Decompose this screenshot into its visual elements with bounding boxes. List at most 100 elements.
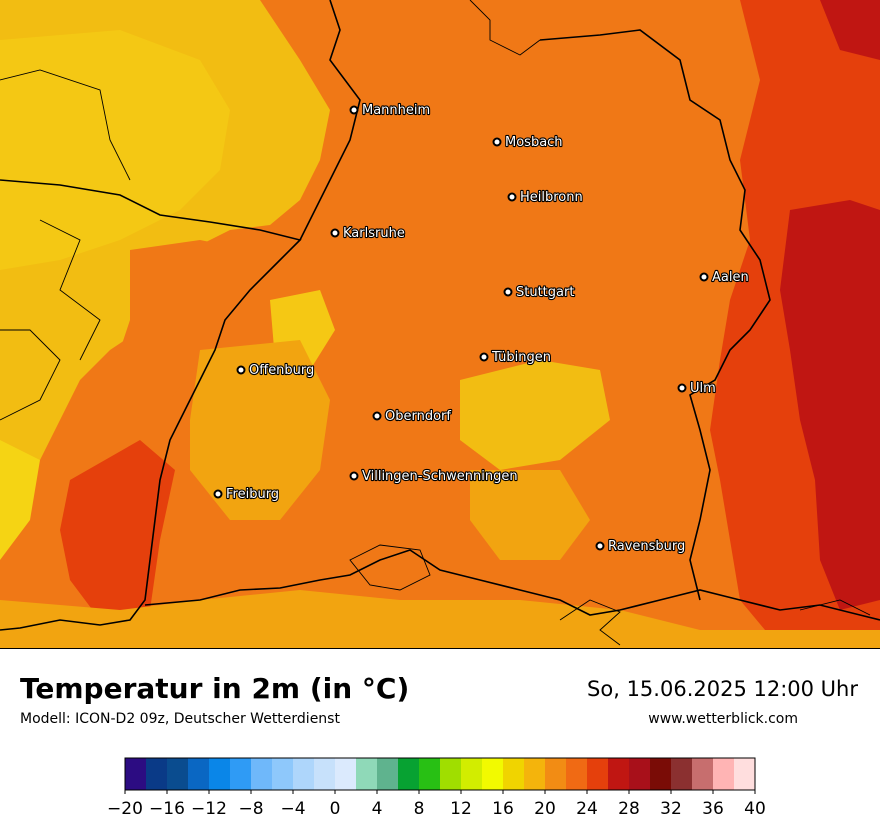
city-dot [503, 287, 513, 297]
legend-color-box [482, 758, 504, 790]
color-scale-legend: −20 −16 −12 −8 −4 0 4 8 12 16 20 24 28 32 36 40 [107, 757, 766, 819]
city-label: Oberndorf [385, 409, 451, 424]
legend-tick-label: −8 [238, 799, 263, 819]
city-dot [349, 105, 359, 115]
internal-border [0, 69, 131, 181]
map-canvas: Mannheim Mosbach Heilbronn Karlsruhe Aalen St… [0, 0, 880, 648]
city-dot [372, 411, 382, 421]
legend-color-box [566, 758, 588, 790]
city-label: Ulm [690, 381, 716, 396]
map-title: Temperatur in 2m (in °C) [20, 672, 410, 705]
website-link[interactable]: www.wetterblick.com [648, 711, 798, 727]
legend-tick-label: −4 [280, 799, 305, 819]
state-border-north [299, 0, 361, 241]
legend-tick-label: 20 [534, 799, 556, 819]
legend-color-box [335, 758, 357, 790]
legend-color-box [230, 758, 252, 790]
legend-tick-label: 28 [618, 799, 640, 819]
legend-color-box [608, 758, 630, 790]
temperature-map: Mannheim Mosbach Heilbronn Karlsruhe Aalen St… [0, 0, 880, 649]
legend-color-box [671, 758, 693, 790]
city-label: Mannheim [362, 103, 430, 118]
city-dot [492, 137, 502, 147]
cool-region-southwest [0, 440, 40, 560]
internal-border [349, 544, 431, 591]
cool-patch-alb [460, 360, 610, 470]
legend-color-box [272, 758, 294, 790]
city-dot [595, 541, 605, 551]
internal-border [39, 219, 101, 361]
city-label: Tübingen [491, 350, 551, 365]
legend-tick-label: −12 [191, 799, 227, 819]
legend-color-box [440, 758, 462, 790]
legend-tick-label: 12 [450, 799, 472, 819]
city-dot [699, 272, 709, 282]
legend-color-box [503, 758, 525, 790]
legend-tick-label: −16 [149, 799, 185, 819]
legend-color-box [293, 758, 315, 790]
hot-region-northeast [820, 0, 880, 60]
city-label: Karlsruhe [343, 226, 405, 241]
city-label: Villingen-Schwenningen [362, 469, 518, 484]
warm-region-south [0, 590, 880, 648]
legend-color-box [146, 758, 168, 790]
internal-border [799, 599, 871, 616]
city-dot [213, 489, 223, 499]
hot-region-east [780, 200, 880, 610]
legend-color-box [545, 758, 567, 790]
country-border [0, 179, 302, 631]
legend-tick-label: 40 [744, 799, 766, 819]
internal-border [0, 329, 61, 421]
cool-patch-east [470, 470, 590, 560]
city-dot [677, 383, 687, 393]
legend-tick-label: 36 [702, 799, 724, 819]
city-dot [330, 228, 340, 238]
city-markers: Mannheim Mosbach Heilbronn Karlsruhe Aalen St… [213, 102, 750, 555]
legend-color-box [314, 758, 336, 790]
forecast-datetime: So, 15.06.2025 12:00 Uhr [587, 677, 858, 701]
city-dot [507, 192, 517, 202]
legend-color-box [587, 758, 609, 790]
state-border-east [539, 29, 771, 601]
legend-tick-label: 8 [414, 799, 425, 819]
legend-color-box [461, 758, 483, 790]
internal-border [469, 0, 541, 56]
legend-color-box [377, 758, 399, 790]
internal-border [559, 599, 621, 646]
city-label: Ravensburg [608, 539, 685, 554]
city-label: Heilbronn [520, 190, 583, 205]
legend-ticks: −20 −16 −12 −8 −4 0 4 8 12 16 20 24 28 32 36 40 [107, 790, 766, 819]
legend-tick-label: 0 [330, 799, 341, 819]
city-dot [236, 365, 246, 375]
city-label: Mosbach [505, 135, 563, 150]
model-source: Modell: ICON-D2 09z, Deutscher Wetterdie… [20, 711, 340, 727]
country-border-south [144, 549, 880, 621]
legend-color-box [398, 758, 420, 790]
legend-color-box [692, 758, 714, 790]
legend-color-boxes [124, 757, 756, 791]
legend-color-box [356, 758, 378, 790]
legend-color-box [125, 758, 147, 790]
legend-border [124, 757, 756, 791]
legend-tick-label: 24 [576, 799, 598, 819]
legend-tick-label: −20 [107, 799, 143, 819]
warm-band-rhine [100, 240, 260, 440]
legend-tick-label: 16 [492, 799, 514, 819]
city-label: Offenburg [249, 363, 314, 378]
city-dot [349, 471, 359, 481]
legend-color-box [251, 758, 273, 790]
warm-region-freiburg [60, 440, 175, 620]
legend-tick-label: 32 [660, 799, 682, 819]
legend-color-box [209, 758, 231, 790]
city-label: Aalen [712, 270, 749, 285]
legend-color-box [629, 758, 651, 790]
cool-patch-schwarzwald [190, 340, 330, 520]
city-label: Stuttgart [516, 285, 574, 300]
legend-color-box [524, 758, 546, 790]
city-label: Freiburg [226, 487, 279, 502]
legend-color-box [419, 758, 441, 790]
legend-color-box [713, 758, 735, 790]
legend-color-box [167, 758, 189, 790]
legend-color-box [188, 758, 210, 790]
legend-color-box [734, 758, 756, 790]
